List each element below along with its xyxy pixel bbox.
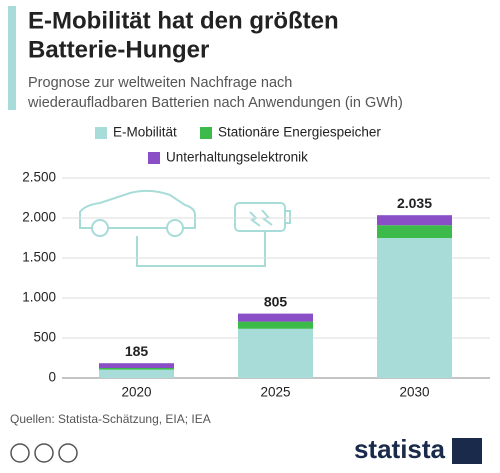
total-label: 805 xyxy=(264,293,288,309)
bar-segment xyxy=(238,328,313,378)
bar-segment xyxy=(99,368,174,370)
legend-swatch xyxy=(200,127,212,139)
legend-label: Unterhaltungselektronik xyxy=(166,150,308,165)
subtitle: wiederaufladbaren Batterien nach Anwendu… xyxy=(27,95,403,111)
bar-segment xyxy=(377,215,452,226)
legend-label: E-Mobilität xyxy=(113,125,177,140)
legend-swatch xyxy=(148,152,160,164)
bar-segment xyxy=(238,321,313,329)
logo: statista xyxy=(354,434,446,464)
x-tick-label: 2025 xyxy=(260,385,290,400)
y-tick-label: 500 xyxy=(33,330,56,345)
total-label: 2.035 xyxy=(397,195,432,211)
chart-title: Batterie-Hunger xyxy=(28,36,209,63)
x-tick-label: 2030 xyxy=(399,385,429,400)
y-tick-label: 0 xyxy=(48,370,56,385)
legend-label: Stationäre Energiespeicher xyxy=(218,125,381,140)
subtitle: Prognose zur weltweiten Nachfrage nach xyxy=(28,75,292,91)
bar-segment xyxy=(377,225,452,238)
y-tick-label: 1.500 xyxy=(22,250,56,265)
license-icon xyxy=(34,443,54,463)
y-tick-label: 2.500 xyxy=(22,170,56,185)
y-tick-label: 2.000 xyxy=(22,210,56,225)
legend-swatch xyxy=(95,127,107,139)
y-tick-label: 1.000 xyxy=(22,290,56,305)
logo-mark xyxy=(452,438,482,464)
source: Quellen: Statista-Schätzung, EIA; IEA xyxy=(10,412,211,426)
accent-bar xyxy=(8,6,16,110)
x-tick-label: 2020 xyxy=(121,385,151,400)
chart-title: E-Mobilität hat den größten xyxy=(28,7,339,34)
total-label: 185 xyxy=(125,343,149,359)
bar-segment xyxy=(238,313,313,322)
license-icon xyxy=(10,443,30,463)
bar-segment xyxy=(99,369,174,378)
icon xyxy=(79,189,291,267)
bar-segment xyxy=(99,363,174,368)
bar-segment xyxy=(377,238,452,378)
license-icon xyxy=(58,443,78,463)
